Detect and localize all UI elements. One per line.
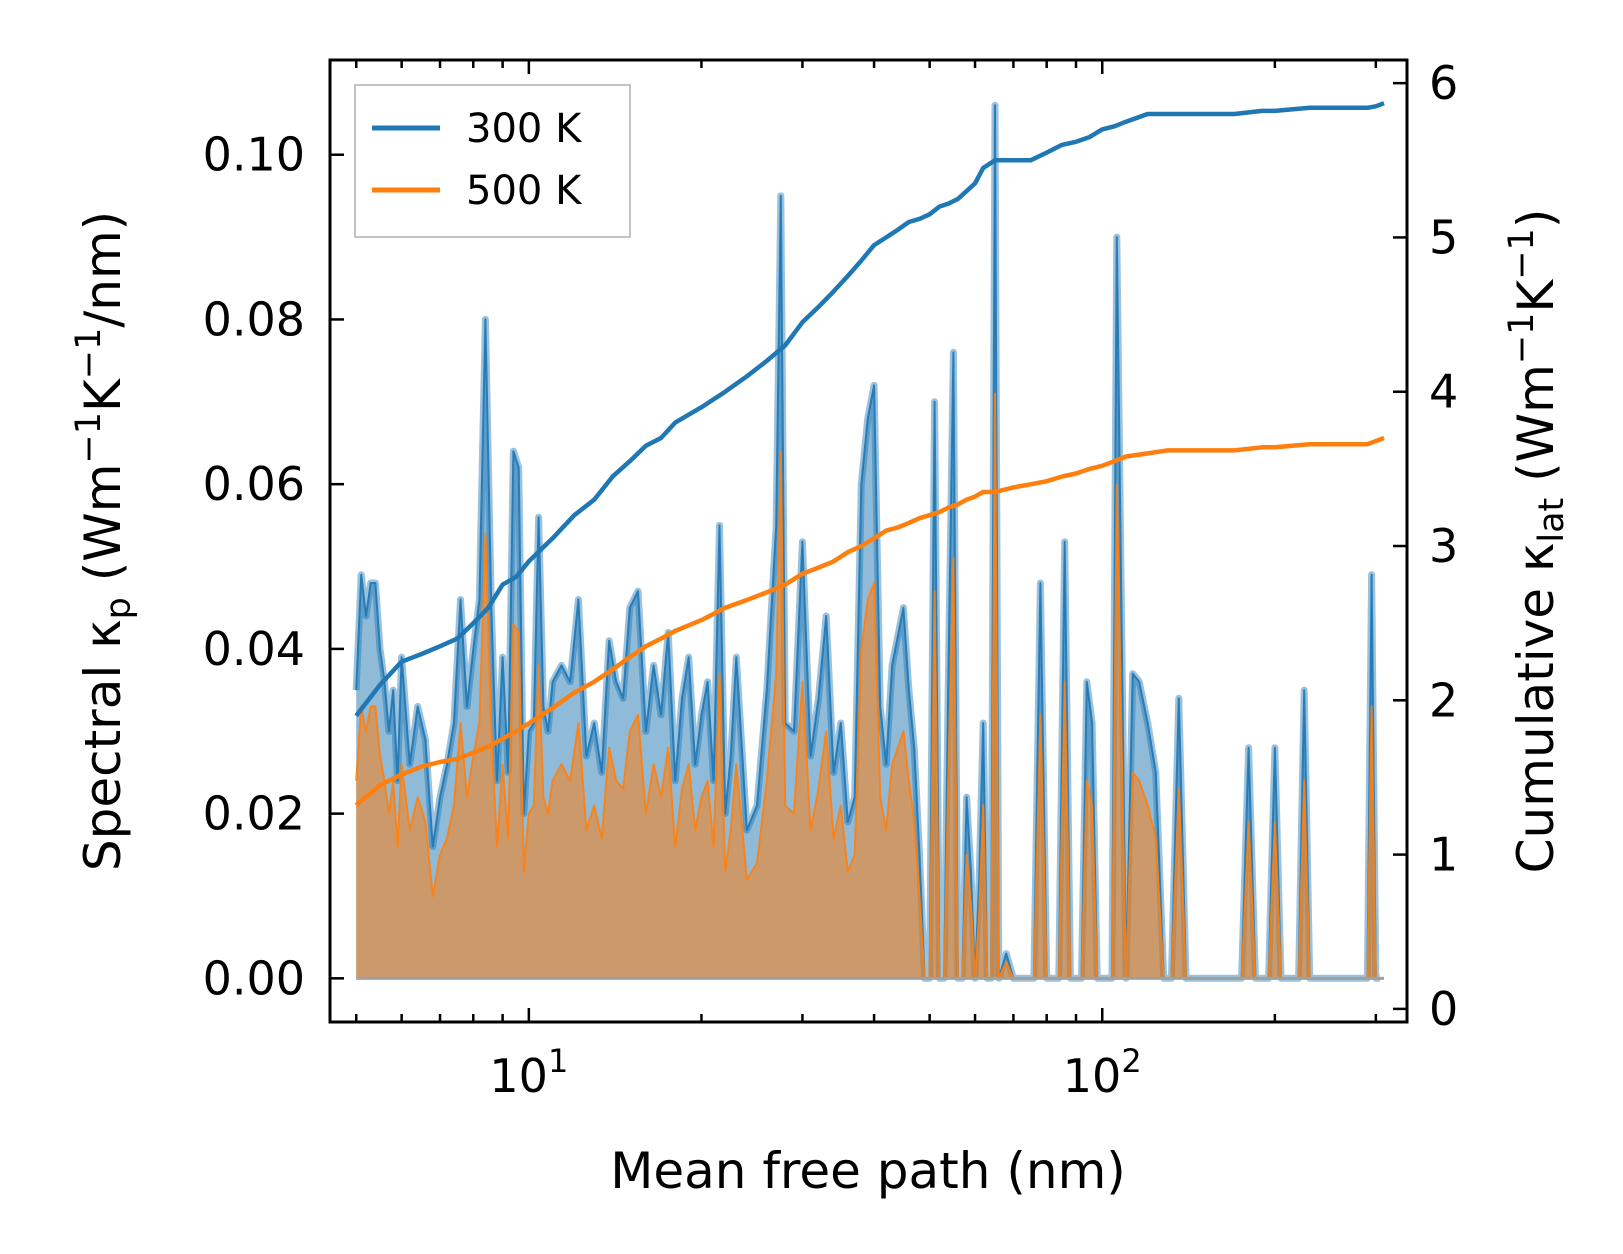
x-tick-label: 101 bbox=[489, 1042, 568, 1103]
y-left-tick-label: 0.04 bbox=[203, 622, 305, 676]
x-tick-label: 102 bbox=[1063, 1042, 1142, 1103]
legend-label-500k: 500 K bbox=[466, 168, 583, 214]
spectral-500k-area bbox=[356, 393, 1380, 979]
spectral-500k-line bbox=[355, 392, 1380, 980]
y-axis-left-title: Spectral κp (Wm−1K−1/nm) bbox=[69, 211, 139, 871]
cumulative-300k-line bbox=[354, 101, 1385, 718]
y-right-tick-label: 4 bbox=[1429, 365, 1458, 419]
axes-border bbox=[328, 58, 1409, 1024]
y-left-tick-label: 0.02 bbox=[203, 787, 305, 841]
legend-label-300k: 300 K bbox=[466, 106, 583, 152]
y-right-tick-label: 3 bbox=[1429, 519, 1458, 573]
cumulative-500k-line bbox=[354, 435, 1385, 807]
y-left-tick-label: 0.08 bbox=[203, 292, 305, 346]
y-left-tick-label: 0.06 bbox=[203, 457, 305, 511]
y-right-tick-label: 0 bbox=[1429, 982, 1458, 1036]
x-axis-title: Mean free path (nm) bbox=[610, 1142, 1126, 1200]
spectral-300k-line bbox=[355, 104, 1380, 980]
y-right-tick-label: 6 bbox=[1429, 56, 1458, 110]
y-left-tick-label: 0.10 bbox=[203, 128, 305, 182]
y-left-tick-label: 0.00 bbox=[203, 951, 305, 1005]
y-axis-right-title: Cumulative κlat (Wm−1K−1) bbox=[1502, 209, 1572, 874]
legend: 300 K 500 K bbox=[354, 84, 631, 238]
legend-box bbox=[354, 84, 631, 238]
y-right-tick-label: 5 bbox=[1429, 210, 1458, 264]
plot-area bbox=[352, 101, 1385, 982]
y-right-tick-label: 1 bbox=[1429, 828, 1458, 882]
tick-labels: 0.00 0.02 0.04 0.06 0.08 0.10 0 1 2 3 4 5 6 101 102 bbox=[203, 56, 1459, 1103]
y-right-tick-label: 2 bbox=[1429, 673, 1458, 727]
tick-marks bbox=[330, 60, 1407, 1022]
axes-frame bbox=[328, 58, 1409, 1024]
